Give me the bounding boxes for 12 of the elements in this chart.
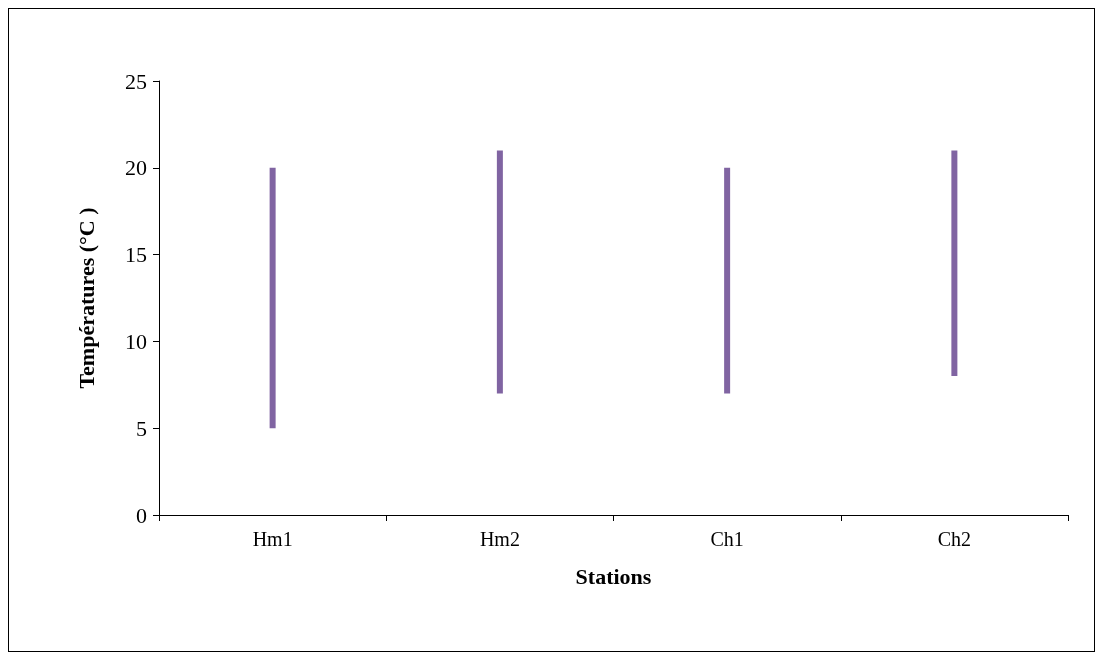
y-tick-label: 20: [125, 155, 147, 181]
x-tick-label: Hm1: [252, 528, 293, 550]
y-axis-title: Températures (°C ): [73, 207, 99, 389]
y-tick-label: 15: [125, 242, 147, 268]
x-tick-label: Hm2: [479, 528, 520, 550]
x-axis-title: Stations: [575, 563, 652, 589]
y-tick-label: 25: [125, 68, 147, 94]
y-tick-label: 5: [136, 415, 147, 441]
y-tick-label: 10: [125, 328, 147, 354]
x-tick-label: Ch2: [937, 528, 972, 550]
y-tick-label: 0: [136, 502, 147, 528]
x-tick-label: Ch1: [710, 528, 744, 550]
